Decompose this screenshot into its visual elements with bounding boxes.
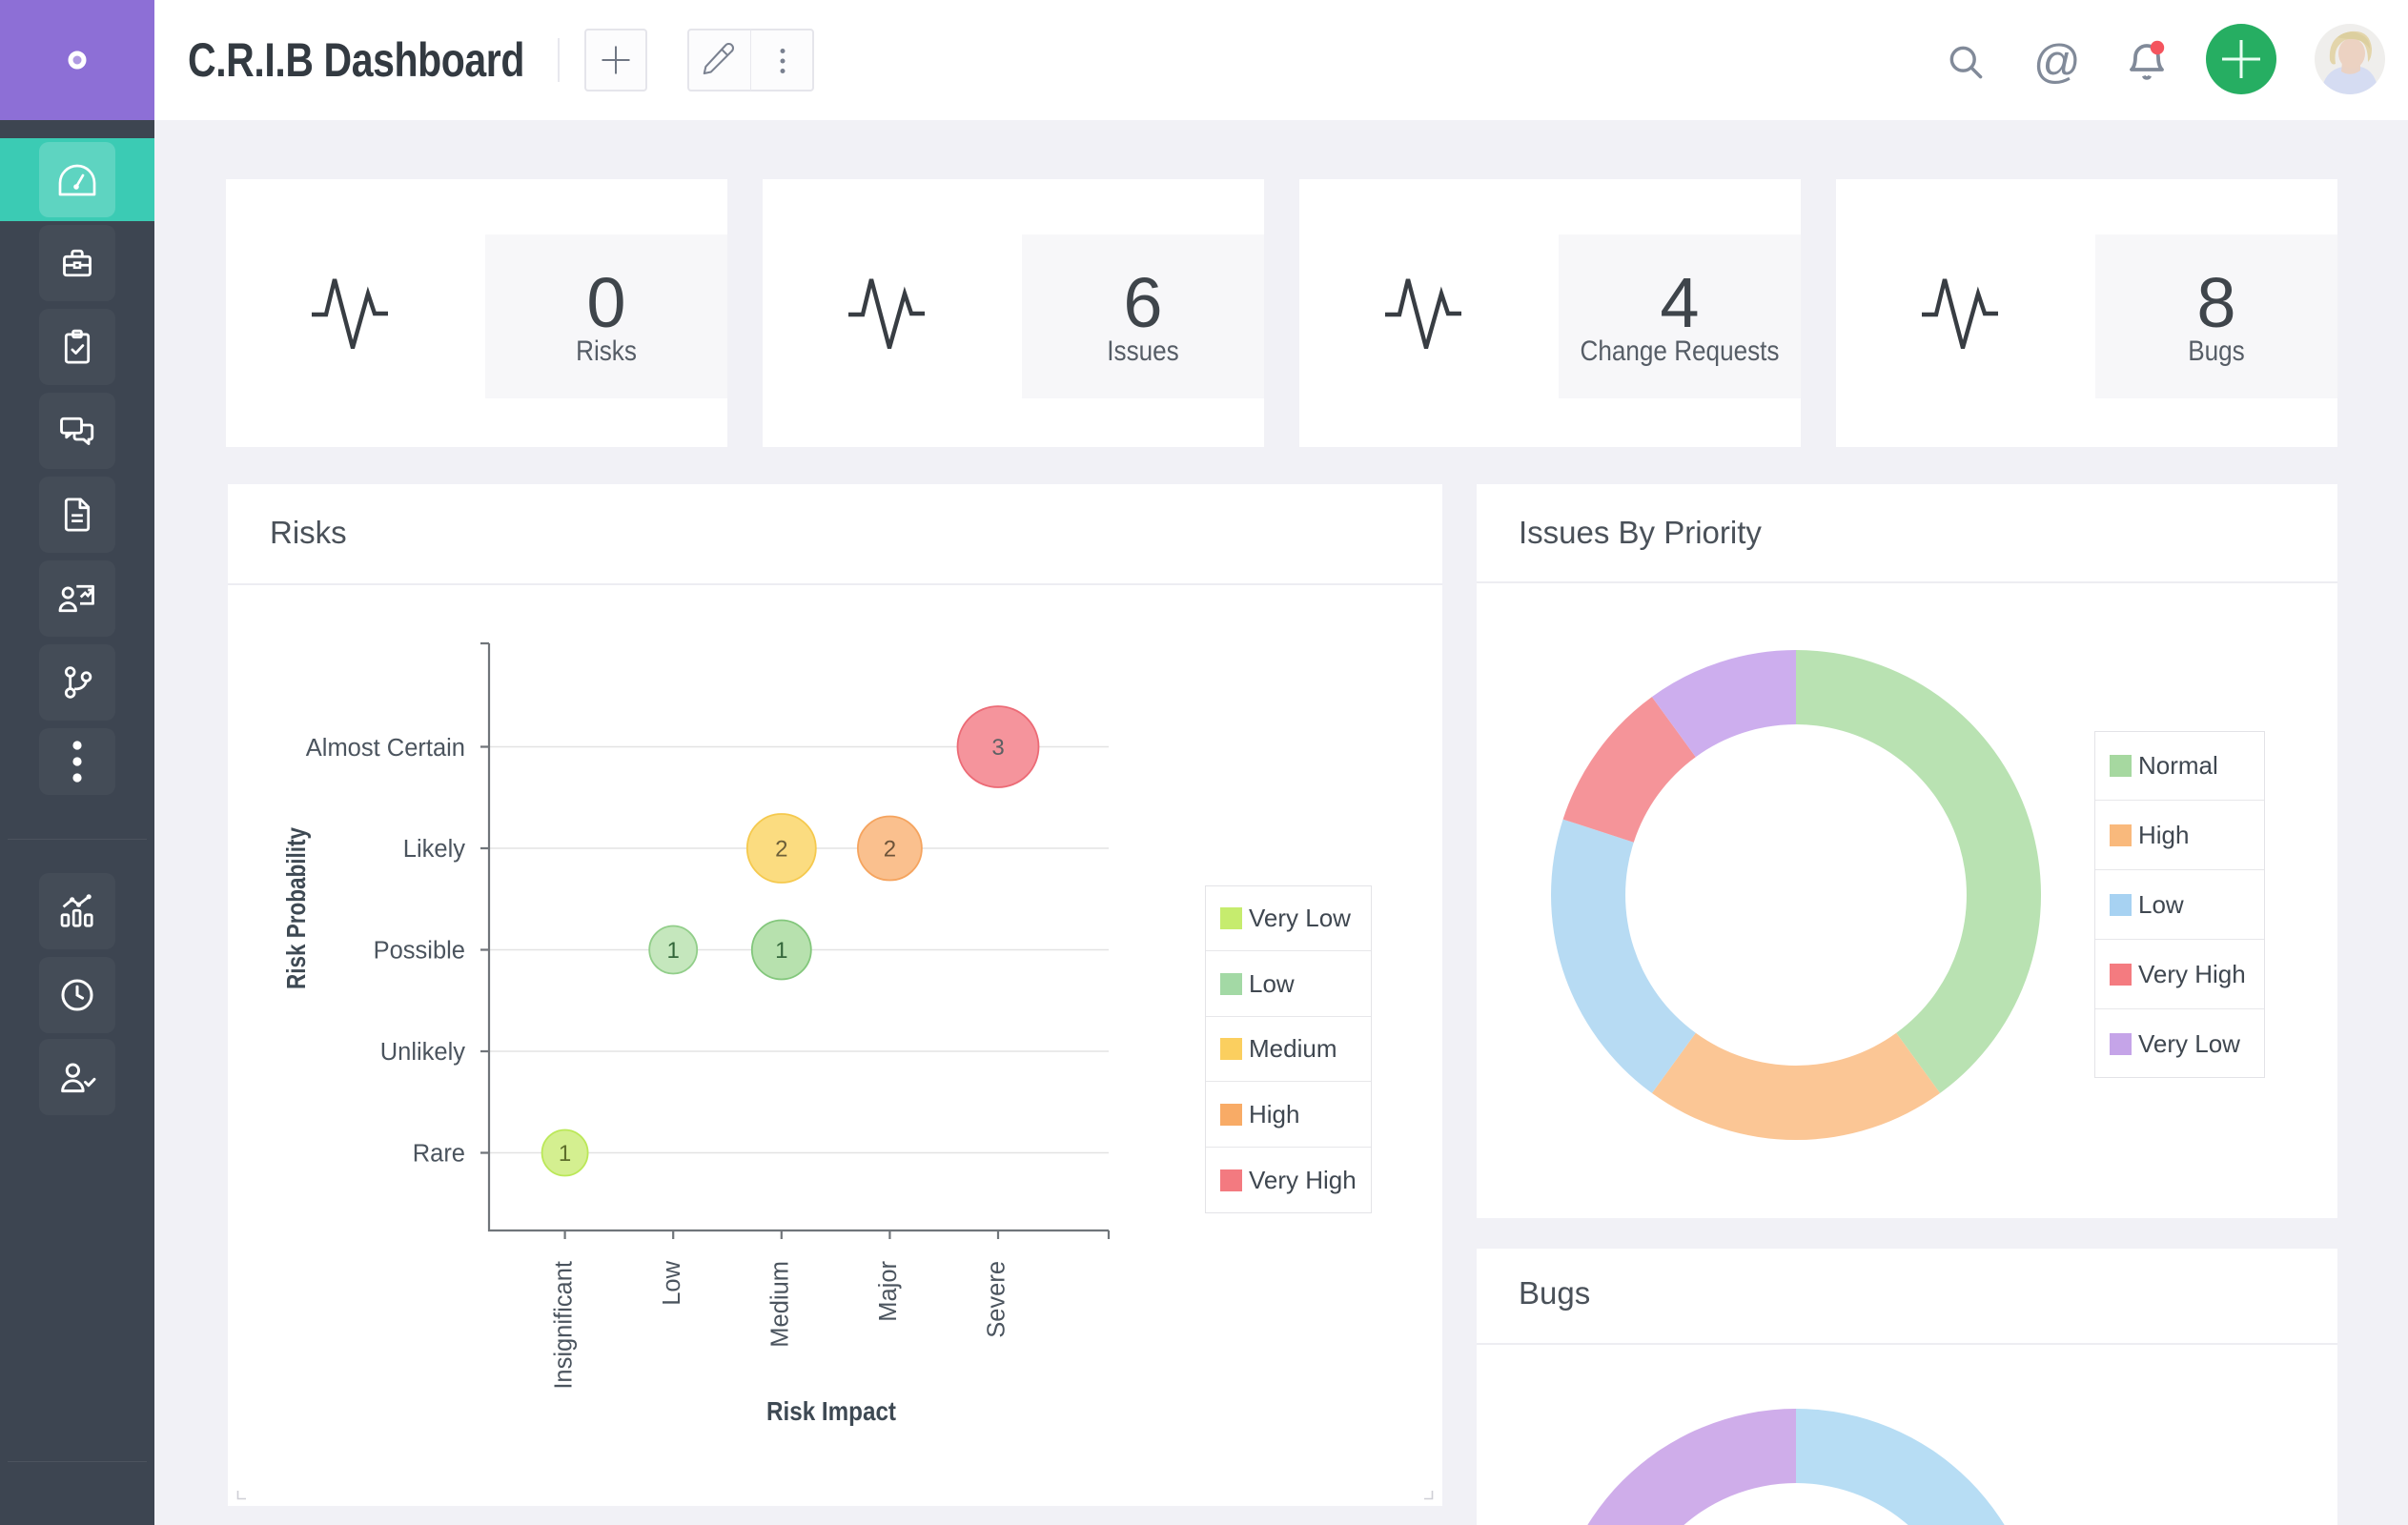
svg-text:Unlikely: Unlikely <box>380 1039 466 1066</box>
svg-text:Medium: Medium <box>767 1261 794 1348</box>
svg-text:Insignificant: Insignificant <box>550 1261 577 1390</box>
svg-text:Risk Probability: Risk Probability <box>281 827 311 989</box>
svg-text:1: 1 <box>667 938 680 964</box>
svg-text:1: 1 <box>559 1141 571 1167</box>
svg-text:3: 3 <box>991 735 1004 761</box>
svg-text:Low: Low <box>659 1260 685 1305</box>
svg-text:Risk Impact: Risk Impact <box>766 1396 896 1426</box>
svg-text:Almost Certain: Almost Certain <box>306 735 465 762</box>
svg-text:2: 2 <box>775 837 787 863</box>
svg-text:2: 2 <box>884 837 896 863</box>
svg-text:Rare: Rare <box>413 1141 465 1168</box>
svg-text:Likely: Likely <box>403 836 465 863</box>
svg-text:Possible: Possible <box>374 938 465 965</box>
svg-text:Severe: Severe <box>984 1261 1010 1338</box>
svg-text:1: 1 <box>775 938 787 964</box>
svg-text:Major: Major <box>875 1260 902 1321</box>
